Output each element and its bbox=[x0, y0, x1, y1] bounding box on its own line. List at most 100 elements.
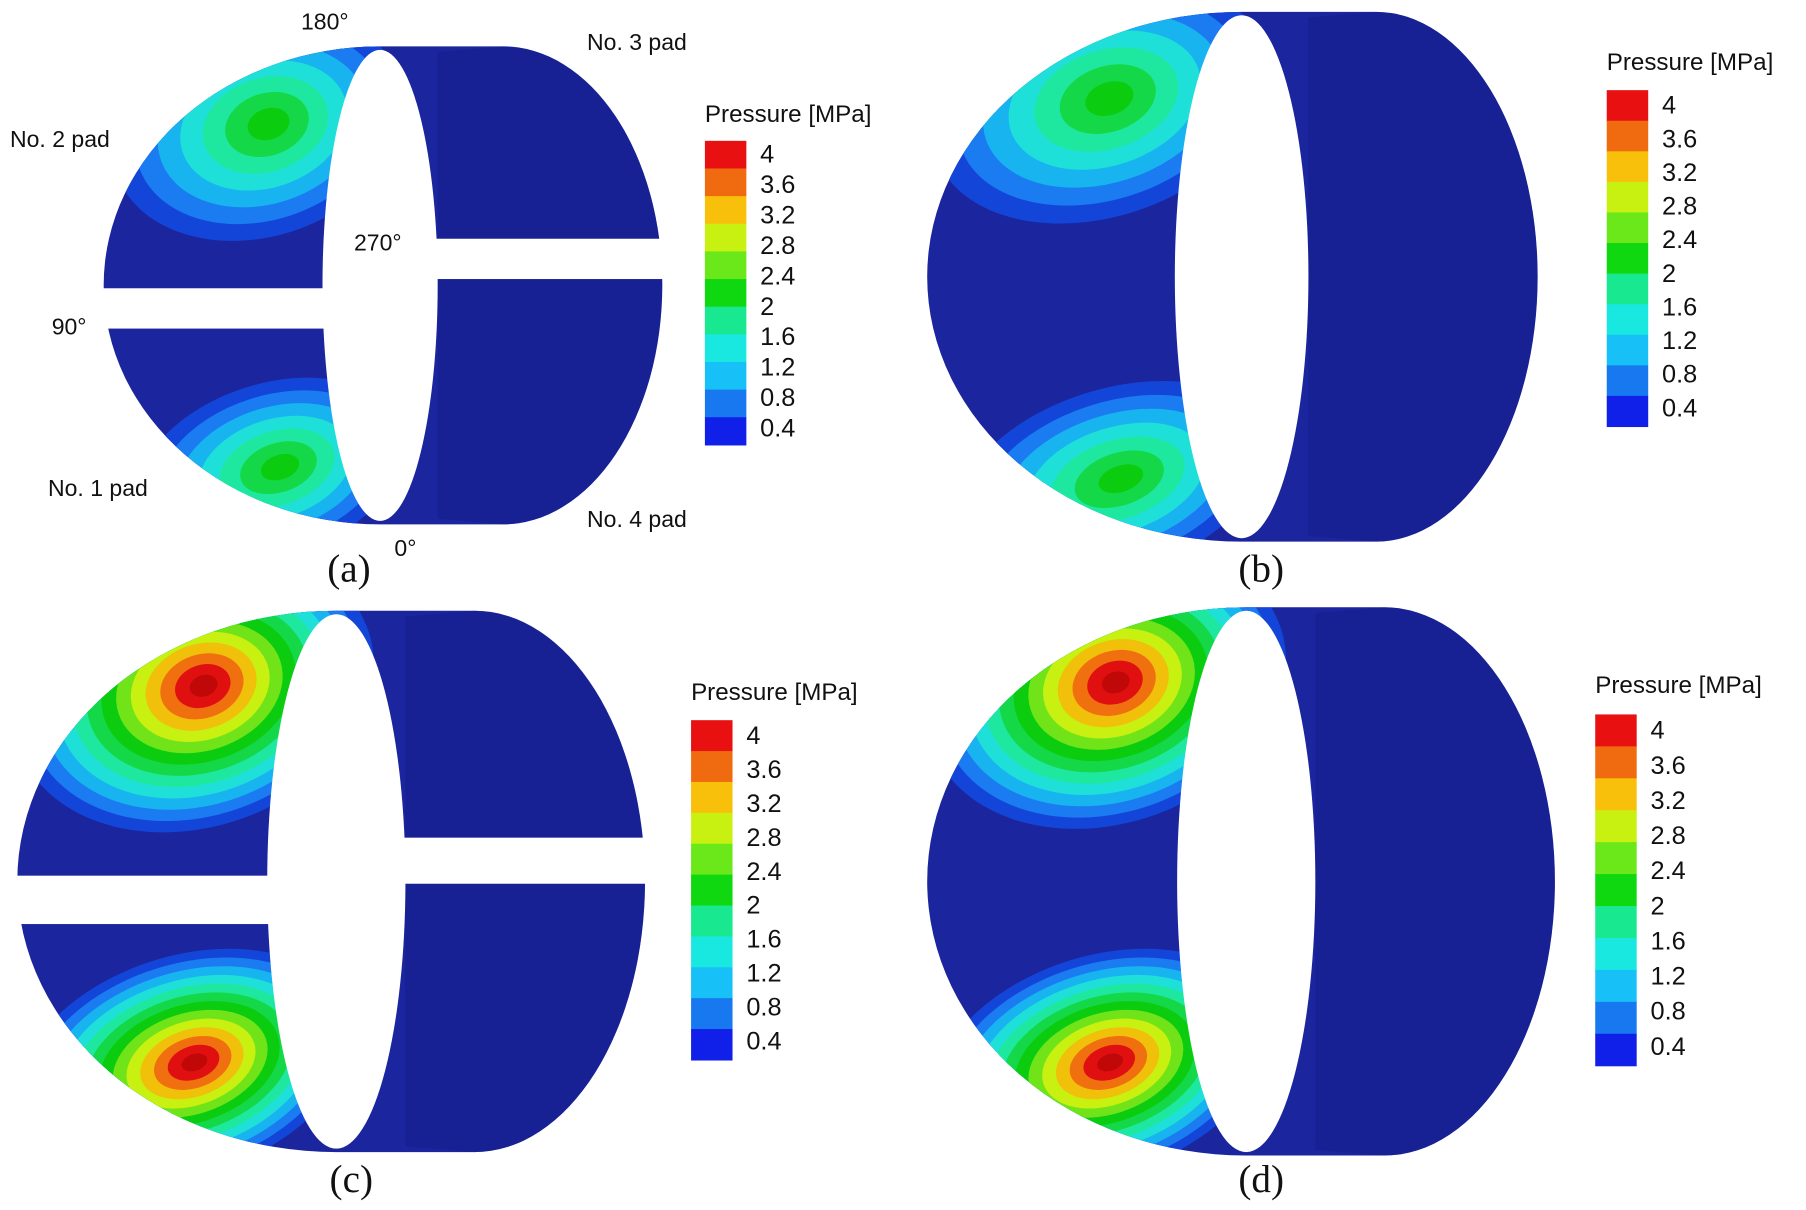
legend-swatch bbox=[704, 140, 747, 170]
legend-tick-label: 2.8 bbox=[1662, 193, 1697, 221]
contour-band bbox=[260, 453, 300, 481]
legend-swatch bbox=[704, 279, 747, 308]
legend-tick-label: 2.8 bbox=[746, 824, 781, 852]
legend-title: Pressure [MPa] bbox=[705, 101, 872, 128]
legend-tick-label: 0.8 bbox=[760, 384, 795, 412]
legend-tick-label: 0.8 bbox=[746, 994, 781, 1022]
legend-swatch bbox=[1595, 842, 1637, 875]
panel: Pressure [MPa]43.63.22.82.421.61.20.80.4… bbox=[10, 8, 872, 591]
legend-tick-label: 4 bbox=[1651, 717, 1665, 745]
panel-label: (a) bbox=[327, 548, 370, 591]
legend-tick-label: 2 bbox=[760, 293, 774, 321]
legend-swatch bbox=[704, 168, 747, 197]
legend-tick-label: 2 bbox=[1651, 892, 1665, 920]
legend-title: Pressure [MPa] bbox=[691, 679, 858, 706]
surface-shade bbox=[1308, 11, 1538, 542]
panel: Pressure [MPa]43.63.22.82.421.61.20.80.4… bbox=[11, 610, 858, 1201]
contour-band bbox=[181, 1053, 208, 1072]
bore-opening bbox=[322, 49, 438, 521]
legend-swatch bbox=[691, 843, 733, 876]
legend-tick-label: 1.2 bbox=[1662, 327, 1697, 355]
legend-tick-label: 2 bbox=[1662, 260, 1676, 288]
contour-band bbox=[1085, 81, 1134, 117]
legend-swatch bbox=[691, 936, 733, 968]
legend-swatch bbox=[691, 720, 733, 752]
annotation: 0° bbox=[394, 535, 416, 561]
legend-swatch bbox=[691, 1029, 733, 1061]
legend-swatch bbox=[704, 196, 747, 225]
legend-tick-label: 3.2 bbox=[1651, 787, 1686, 815]
legend-swatch bbox=[1606, 304, 1649, 336]
contour-band bbox=[1097, 1053, 1123, 1072]
legend-title: Pressure [MPa] bbox=[1595, 672, 1762, 699]
legend-swatch bbox=[704, 334, 747, 363]
legend-tick-label: 1.2 bbox=[760, 354, 795, 382]
legend-tick-label: 2.8 bbox=[760, 232, 795, 260]
legend-title: Pressure [MPa] bbox=[1607, 49, 1774, 76]
legend-tick-label: 0.8 bbox=[1651, 998, 1686, 1026]
legend-tick-label: 0.4 bbox=[1651, 1033, 1686, 1061]
legend-swatch bbox=[691, 751, 733, 783]
legend-tick-label: 1.6 bbox=[1662, 293, 1697, 321]
surface-shade bbox=[1315, 607, 1555, 1156]
legend-tick-label: 4 bbox=[760, 141, 774, 169]
panel-label: (c) bbox=[330, 1158, 373, 1201]
legend-tick-label: 4 bbox=[1662, 92, 1676, 120]
legend-swatch bbox=[1606, 90, 1649, 122]
panel: Pressure [MPa]43.63.22.82.421.61.20.80.4… bbox=[927, 11, 1774, 591]
legend-tick-label: 1.6 bbox=[1651, 927, 1686, 955]
legend-tick-label: 2.4 bbox=[1662, 226, 1697, 254]
contour-band bbox=[1101, 671, 1130, 694]
annotation: No. 4 pad bbox=[587, 506, 687, 532]
legend-swatch bbox=[691, 905, 733, 937]
contour-band bbox=[247, 107, 290, 141]
legend-tick-label: 1.6 bbox=[760, 323, 795, 351]
pad-gap bbox=[336, 837, 651, 884]
surface-shade bbox=[437, 46, 663, 525]
legend-swatch bbox=[1595, 1001, 1637, 1035]
legend-tick-label: 1.6 bbox=[746, 926, 781, 954]
annotation: No. 1 pad bbox=[48, 475, 148, 501]
legend-tick-label: 2.4 bbox=[746, 858, 781, 886]
legend-swatch bbox=[691, 781, 733, 814]
legend-swatch bbox=[1595, 874, 1637, 907]
legend-swatch bbox=[1595, 746, 1637, 779]
panel: Pressure [MPa] 4 3.6 3.2 2.8 2.4 2 1.6 1.2 0.8 0.4… bbox=[927, 607, 1762, 1201]
contour-band bbox=[189, 674, 218, 697]
legend-tick-label: 3.6 bbox=[1651, 752, 1686, 780]
legend-swatch bbox=[1606, 334, 1649, 366]
legend-swatch bbox=[1606, 273, 1649, 305]
legend-swatch bbox=[1606, 365, 1649, 397]
pad-gap bbox=[97, 288, 375, 329]
legend-tick-label: 2.4 bbox=[1651, 857, 1686, 885]
legend-swatch bbox=[704, 223, 747, 252]
panel-label: (d) bbox=[1238, 1158, 1284, 1201]
legend-swatch bbox=[1595, 937, 1637, 971]
legend-tick-label: 2.8 bbox=[1651, 822, 1686, 850]
annotation: No. 2 pad bbox=[10, 126, 110, 152]
pad-gap bbox=[380, 238, 669, 280]
legend-swatch bbox=[1606, 212, 1649, 244]
legend-swatch bbox=[1606, 395, 1649, 428]
legend-tick-label: 3.6 bbox=[746, 756, 781, 784]
pad-gap bbox=[11, 875, 331, 925]
legend-tick-label: 0.8 bbox=[1662, 361, 1697, 389]
legend-swatch bbox=[704, 389, 747, 418]
legend-swatch bbox=[691, 967, 733, 999]
annotation: 270° bbox=[354, 230, 402, 256]
legend-tick-label: 4 bbox=[746, 722, 760, 750]
legend-tick-label: 3.2 bbox=[746, 790, 781, 818]
legend-tick-label: 3.6 bbox=[760, 171, 795, 199]
legend-swatch bbox=[1606, 243, 1649, 275]
legend-swatch bbox=[691, 812, 733, 845]
legend-tick-label: 2.4 bbox=[760, 262, 795, 290]
legend-tick-label: 1.2 bbox=[1651, 963, 1686, 991]
legend-tick-label: 3.6 bbox=[1662, 125, 1697, 153]
legend-tick-label: 2 bbox=[746, 892, 760, 920]
legend-swatch bbox=[691, 874, 733, 907]
annotation: 90° bbox=[52, 314, 87, 340]
legend-tick-label: 0.4 bbox=[760, 414, 795, 442]
legend-swatch bbox=[1595, 810, 1637, 843]
bore-opening bbox=[1177, 610, 1316, 1153]
